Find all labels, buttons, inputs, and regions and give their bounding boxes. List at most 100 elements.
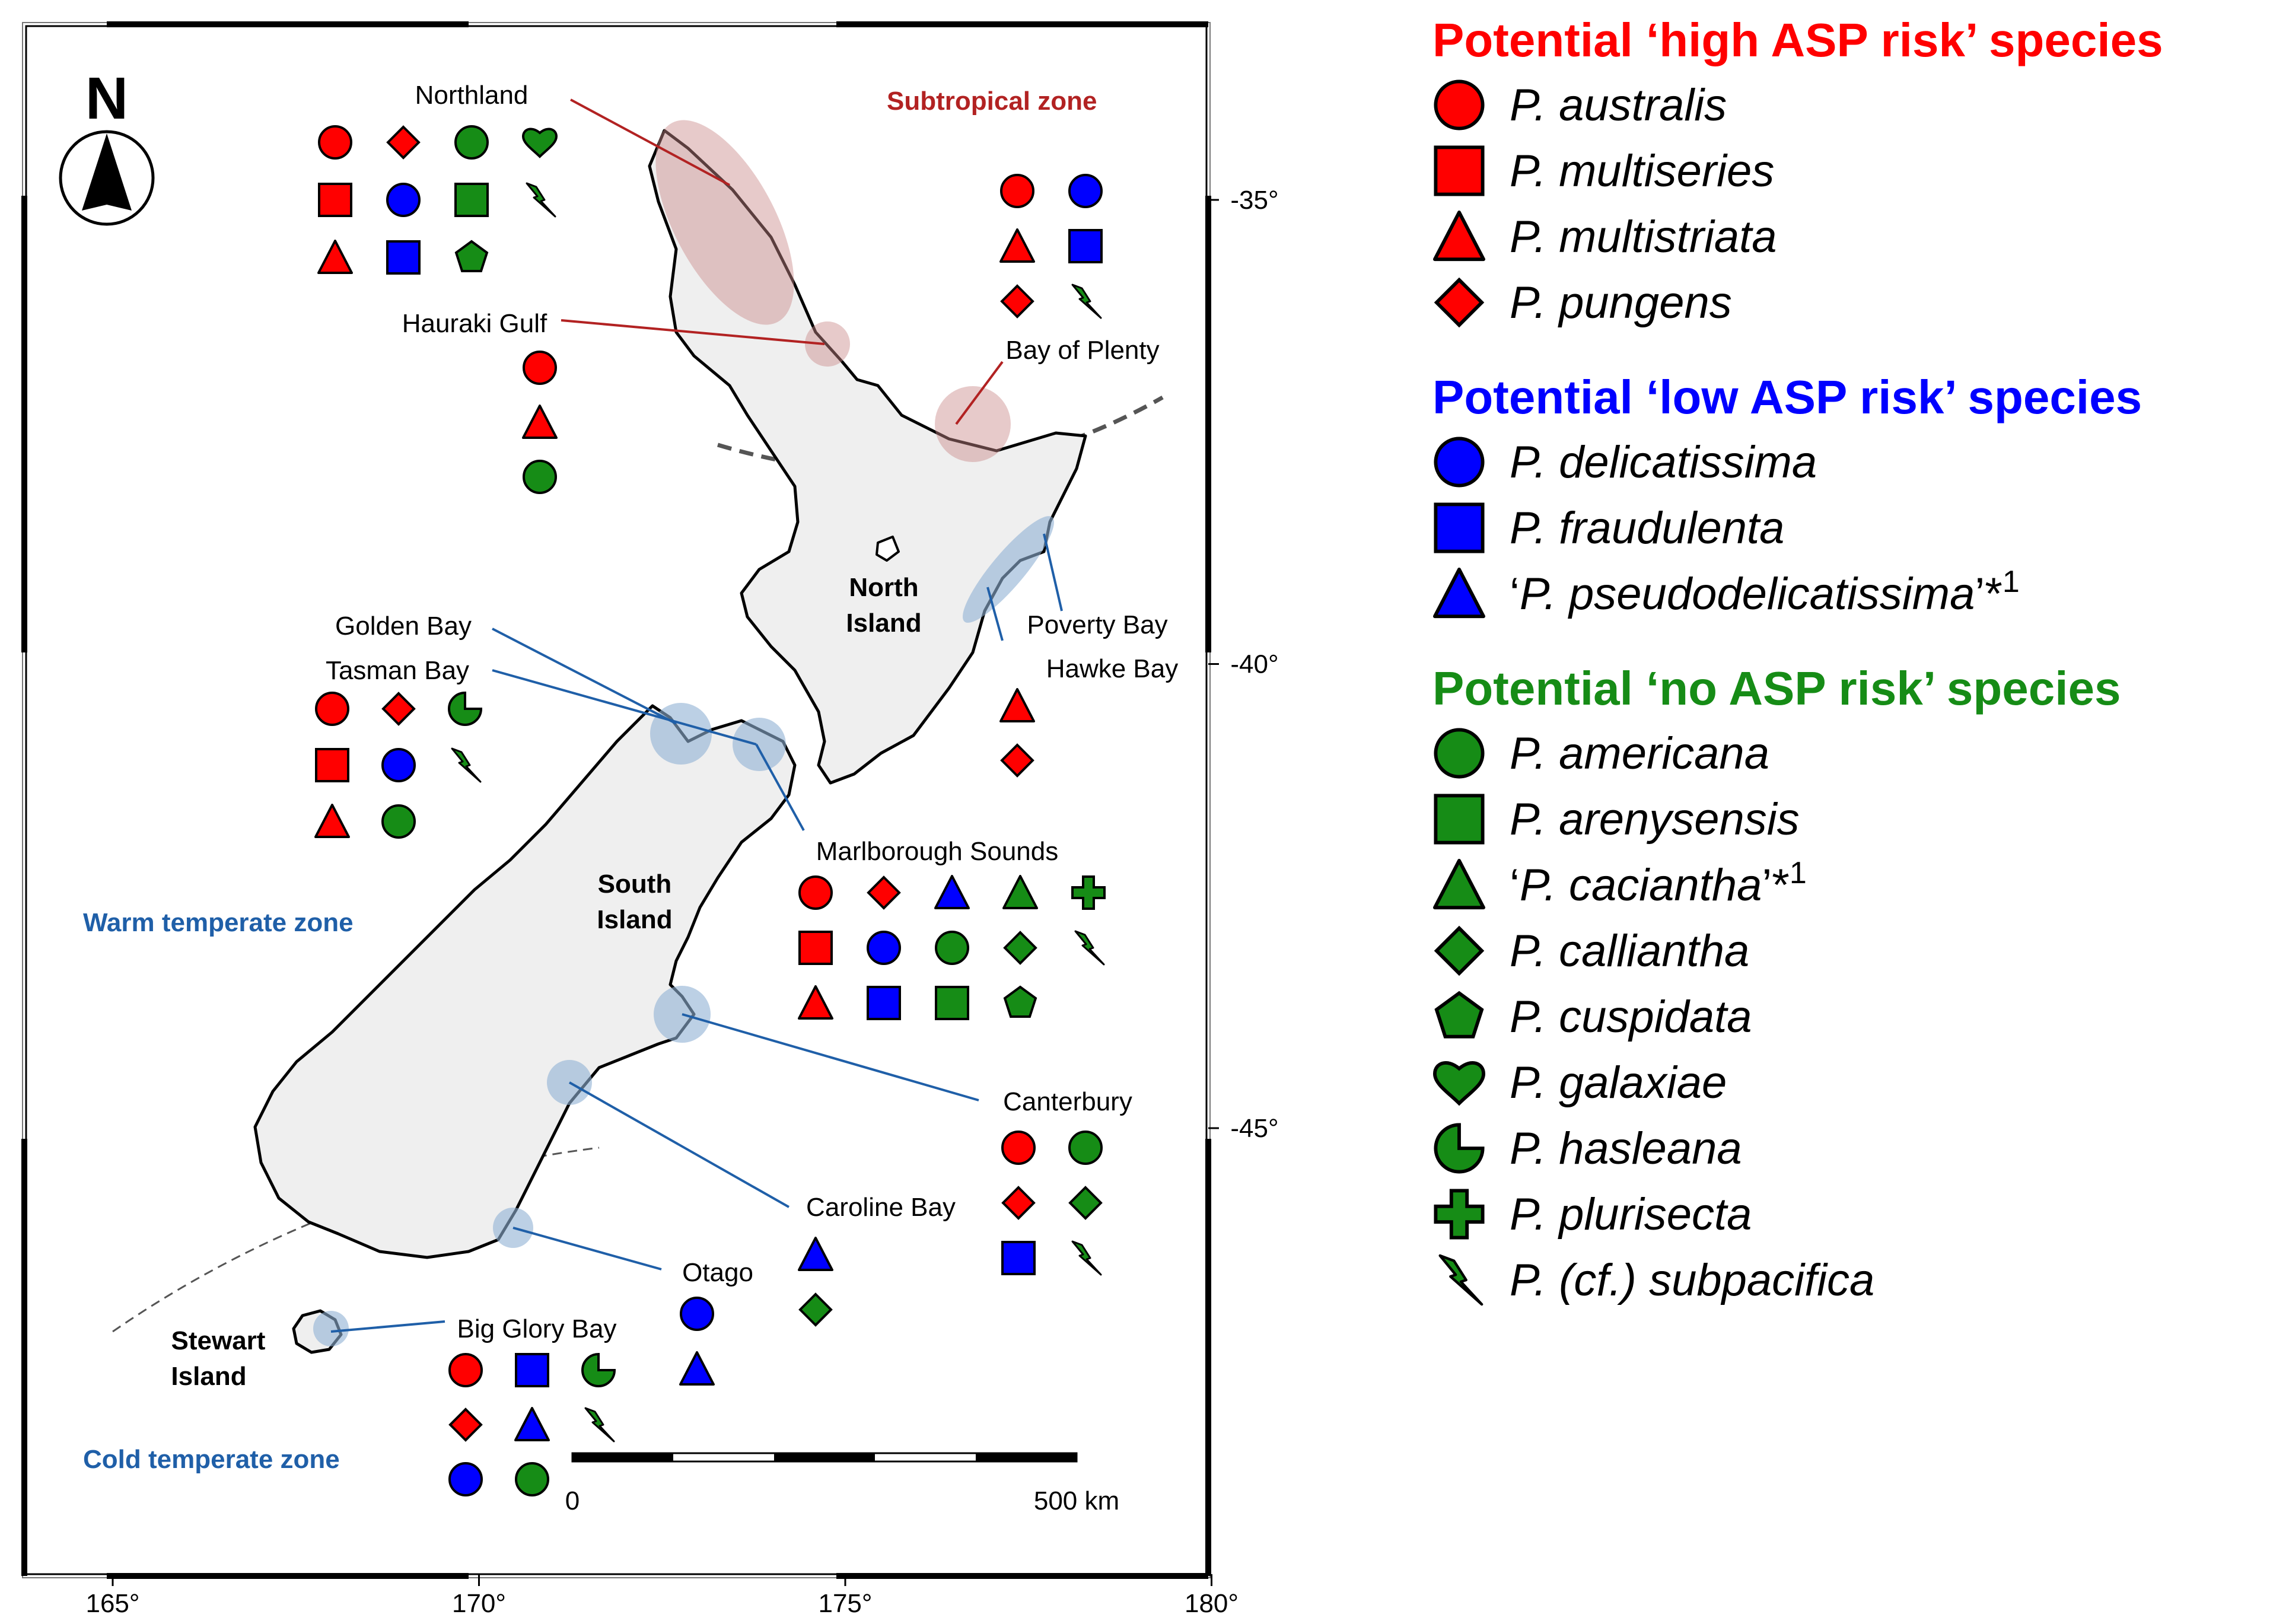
legend-item-label: P. australis (1510, 80, 1727, 130)
square-legend-marker (1435, 147, 1482, 194)
lon-tick-label: 165° (85, 1589, 139, 1618)
pentagon-legend-marker (1437, 993, 1482, 1036)
legend-item-label: P. calliantha (1510, 926, 1749, 976)
zone-cold-temperate: Cold temperate zone (83, 1445, 340, 1474)
region-label-northland: Northland (415, 81, 529, 110)
circle-legend-marker (1435, 730, 1482, 776)
region-bay-of-plenty: Bay of Plenty (999, 174, 1160, 365)
north-arrow: N (59, 65, 155, 226)
circle-marker (1000, 174, 1034, 208)
bay-of-plenty-highlight (935, 386, 1011, 462)
square-marker (1001, 1241, 1036, 1275)
golden-tasman-highlight (650, 703, 712, 765)
region-label-golden-bay: Golden Bay (335, 612, 472, 641)
leader-lines (330, 98, 1063, 1333)
region-label-tasman-bay: Tasman Bay (326, 656, 469, 685)
legend-item-label: P. multiseries (1510, 146, 1774, 196)
south-island (253, 704, 797, 1259)
legend-item-label: P. delicatissima (1510, 437, 1817, 488)
region-label-bay-of-plenty: Bay of Plenty (1005, 336, 1159, 365)
diamond-legend-marker (1437, 928, 1482, 973)
bolt-legend-marker (1440, 1256, 1482, 1304)
circle-marker (515, 1462, 549, 1496)
legend-item-label: P. fraudulenta (1510, 503, 1784, 553)
north-island-label: North (849, 573, 918, 602)
region-caroline-bay: Caroline Bay (798, 1193, 956, 1326)
legend-title: Potential ‘no ASP risk’ species (1432, 662, 2121, 715)
latitude-axis: -35° -40° -45° (1208, 186, 1279, 1143)
heart-legend-marker (1435, 1063, 1483, 1103)
legend-section-high: Potential ‘high ASP risk’ species P. aust… (1432, 14, 2163, 328)
circle-marker (523, 351, 557, 385)
lon-tick-label: 180° (1185, 1589, 1239, 1618)
legend-item-label: ‘P. caciantha’*1 (1510, 856, 1807, 910)
circle-legend-marker (1435, 438, 1482, 485)
region-poverty-bay: Poverty Bay (1027, 610, 1167, 639)
lat-tick-label: -45° (1230, 1114, 1278, 1143)
lake-taupo (876, 536, 900, 562)
pacman-legend-marker (1435, 1125, 1482, 1171)
diamond-legend-marker (1437, 280, 1482, 325)
lon-tick-label: 175° (818, 1589, 872, 1618)
square-marker (315, 748, 349, 782)
legend-item-label: P. americana (1510, 728, 1769, 779)
circle-marker (381, 748, 416, 782)
region-northland: Northland (317, 81, 558, 275)
stewart-island-label: Stewart (171, 1326, 266, 1355)
circle-marker (448, 1462, 483, 1496)
square-marker (935, 986, 969, 1020)
square-marker (867, 986, 901, 1020)
circle-marker (867, 931, 901, 965)
square-marker (1068, 229, 1103, 263)
species-legend: Potential ‘high ASP risk’ species P. aust… (1432, 14, 2163, 1305)
square-marker (454, 183, 489, 217)
legend-item-label: P. plurisecta (1510, 1189, 1752, 1240)
region-label-hauraki-gulf: Hauraki Gulf (402, 309, 547, 338)
northland-highlight (655, 120, 794, 325)
zone-subtropical: Subtropical zone (887, 87, 1097, 116)
legend-item-label: ‘P. pseudodelicatissima’*1 (1510, 565, 2020, 619)
lon-tick-label: 170° (452, 1589, 506, 1618)
region-annotations: Northland Hauraki Gulf Bay of Plenty Golden… (314, 81, 1179, 1496)
triangle-legend-marker (1435, 212, 1483, 259)
circle-marker (680, 1297, 714, 1331)
big-glory-bay-highlight (313, 1311, 349, 1346)
legend-item-label: P. (cf.) subpacifica (1510, 1255, 1874, 1305)
stewart-island-label-2: Island (171, 1362, 246, 1391)
region-otago: Otago (679, 1258, 753, 1386)
square-marker (318, 183, 352, 217)
longitude-axis: 165° 170° 175° 180° (85, 1574, 1239, 1618)
south-island-label-2: Island (597, 905, 672, 934)
region-label-big-glory-bay: Big Glory Bay (457, 1314, 617, 1343)
legend-item-label: P. multistriata (1510, 212, 1777, 262)
scale-bar: 0 500 km (565, 1452, 1119, 1515)
region-label-hawke-bay: Hawke Bay (1046, 654, 1179, 683)
legend-item-label: P. hasleana (1510, 1123, 1742, 1174)
cross-legend-marker (1435, 1190, 1482, 1237)
circle-marker (386, 183, 421, 217)
region-label-otago: Otago (682, 1258, 753, 1287)
square-legend-marker (1435, 795, 1482, 842)
circle-marker (935, 931, 969, 965)
legend-section-none: Potential ‘no ASP risk’ species P. americ… (1432, 662, 2121, 1305)
circle-marker (454, 125, 489, 160)
region-canterbury: Canterbury (1001, 1087, 1132, 1276)
circle-marker (798, 875, 833, 910)
square-marker (515, 1353, 549, 1387)
marlborough-highlight (733, 718, 786, 771)
circle-legend-marker (1435, 81, 1482, 128)
south-island-label: South (598, 870, 672, 899)
square-marker (798, 931, 833, 965)
hawke-poverty-highlight (963, 516, 1054, 623)
triangle-legend-marker (1435, 569, 1483, 616)
region-label-caroline-bay: Caroline Bay (806, 1193, 956, 1222)
north-arrow-label: N (85, 65, 128, 132)
region-label-marlborough-sounds: Marlborough Sounds (816, 837, 1058, 866)
region-marlborough-sounds: Marlborough Sounds (798, 837, 1106, 1020)
circle-marker (523, 460, 557, 494)
square-legend-marker (1435, 504, 1482, 551)
legend-item-label: P. arenysensis (1510, 794, 1800, 845)
lat-tick-label: -35° (1230, 186, 1278, 215)
scale-start: 0 (565, 1486, 580, 1515)
legend-title: Potential ‘high ASP risk’ species (1432, 14, 2163, 66)
